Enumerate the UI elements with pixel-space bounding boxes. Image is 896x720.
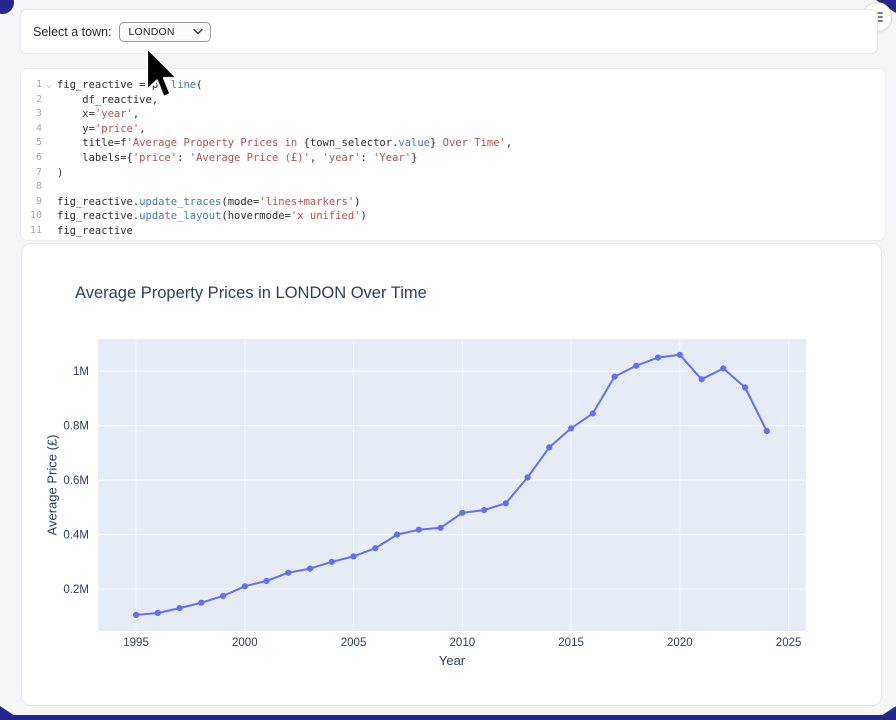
y-tick-label: 1M bbox=[73, 366, 89, 378]
code-line: df_reactive, bbox=[57, 93, 159, 106]
data-point bbox=[742, 384, 749, 391]
town-selector[interactable]: LONDON bbox=[118, 21, 211, 42]
data-point bbox=[241, 583, 248, 590]
code-line: labels={'price': 'Average Price (£)', 'y… bbox=[57, 151, 418, 164]
data-point bbox=[372, 545, 379, 552]
line-number: 9 bbox=[35, 195, 42, 207]
line-number: 5 bbox=[35, 137, 42, 149]
data-point bbox=[285, 569, 292, 576]
x-axis-label: Year bbox=[438, 653, 466, 668]
x-tick-label: 2015 bbox=[558, 637, 584, 649]
chart-title: Average Property Prices in LONDON Over T… bbox=[75, 284, 427, 302]
code-line: fig_reactive = px.line( bbox=[57, 79, 203, 91]
price-line bbox=[136, 353, 768, 616]
code-editor[interactable]: fig_reactive = px.line( df_reactive, x='… bbox=[57, 78, 885, 240]
data-point bbox=[133, 611, 140, 618]
code-cell[interactable]: 1 ⌄ 2 3 4 5 6 7 8 9 10 11 fig_reactive = px.line( d… bbox=[20, 68, 886, 241]
data-point bbox=[154, 609, 161, 617]
data-point bbox=[611, 373, 618, 380]
line-number: 10 bbox=[29, 210, 42, 222]
data-point bbox=[589, 410, 596, 417]
line-number: 7 bbox=[35, 166, 42, 178]
code-line: fig_reactive bbox=[57, 224, 133, 237]
data-point bbox=[481, 507, 488, 514]
bottom-left-corner-decoration bbox=[0, 706, 15, 716]
data-point bbox=[307, 565, 314, 572]
data-point bbox=[459, 509, 466, 516]
data-point bbox=[415, 526, 422, 533]
data-point bbox=[394, 531, 401, 538]
chevron-down-icon bbox=[192, 28, 203, 35]
data-point bbox=[220, 592, 227, 599]
code-line: ) bbox=[57, 166, 64, 179]
x-tick-label: 2000 bbox=[232, 637, 258, 649]
x-tick-label: 2010 bbox=[450, 637, 476, 649]
code-line: y='price', bbox=[57, 122, 146, 135]
code-line: title=f'Average Property Prices in {town… bbox=[57, 137, 513, 150]
data-point bbox=[198, 599, 205, 606]
data-point bbox=[263, 577, 270, 584]
data-point bbox=[676, 351, 683, 358]
data-point bbox=[546, 444, 553, 451]
y-tick-label: 0.2M bbox=[63, 584, 89, 596]
x-tick-label: 2020 bbox=[667, 637, 693, 649]
y-axis-label: Average Price (£) bbox=[44, 434, 60, 536]
line-number: 1 bbox=[35, 79, 42, 90]
plot-background bbox=[98, 339, 806, 631]
bottom-right-corner-decoration bbox=[881, 706, 896, 716]
data-point bbox=[655, 354, 662, 361]
data-point bbox=[524, 474, 531, 481]
x-tick-label: 2005 bbox=[341, 637, 367, 649]
data-point bbox=[437, 524, 444, 531]
data-point bbox=[720, 365, 727, 372]
y-tick-label: 0.4M bbox=[63, 530, 89, 542]
data-point bbox=[328, 558, 335, 565]
line-number: 3 bbox=[35, 108, 42, 120]
line-number: 2 bbox=[35, 93, 42, 105]
data-point bbox=[350, 553, 357, 560]
line-number: 4 bbox=[35, 122, 42, 134]
line-number: 8 bbox=[35, 181, 42, 193]
chart-output-cell: 1995 2000 2005 2010 2015 2020 2025 0.2M 0.4M 0.6M… bbox=[21, 243, 882, 706]
code-line: fig_reactive.update_layout(hovermode='x … bbox=[57, 210, 367, 223]
data-point bbox=[698, 376, 705, 383]
line-number: 11 bbox=[29, 224, 42, 236]
bottom-bar bbox=[0, 715, 896, 720]
data-point bbox=[763, 428, 770, 435]
town-selector-value: LONDON bbox=[128, 25, 175, 38]
x-tick-label: 1995 bbox=[123, 637, 149, 649]
data-point bbox=[502, 500, 509, 507]
town-select-label: Select a town: bbox=[33, 24, 112, 39]
plot-area[interactable]: 1995 2000 2005 2010 2015 2020 2025 0.2M 0.4M 0.6M… bbox=[22, 244, 883, 707]
code-line bbox=[57, 180, 885, 195]
code-line: x='year', bbox=[57, 108, 140, 121]
data-point bbox=[633, 362, 640, 369]
y-tick-label: 0.6M bbox=[63, 475, 89, 487]
line-number: 6 bbox=[35, 151, 42, 163]
logo-fragment bbox=[0, 0, 14, 14]
data-point bbox=[176, 605, 183, 612]
code-line: fig_reactive.update_traces(mode='lines+m… bbox=[57, 195, 361, 208]
select-cell: Select a town: LONDON bbox=[20, 9, 878, 54]
line-number-gutter: 1 ⌄ 2 3 4 5 6 7 8 9 10 11 bbox=[21, 78, 57, 240]
fold-chevron-icon[interactable]: ⌄ bbox=[46, 80, 52, 90]
data-point bbox=[568, 425, 575, 432]
y-tick-label: 0.8M bbox=[63, 421, 89, 433]
x-tick-label: 2025 bbox=[776, 637, 802, 649]
